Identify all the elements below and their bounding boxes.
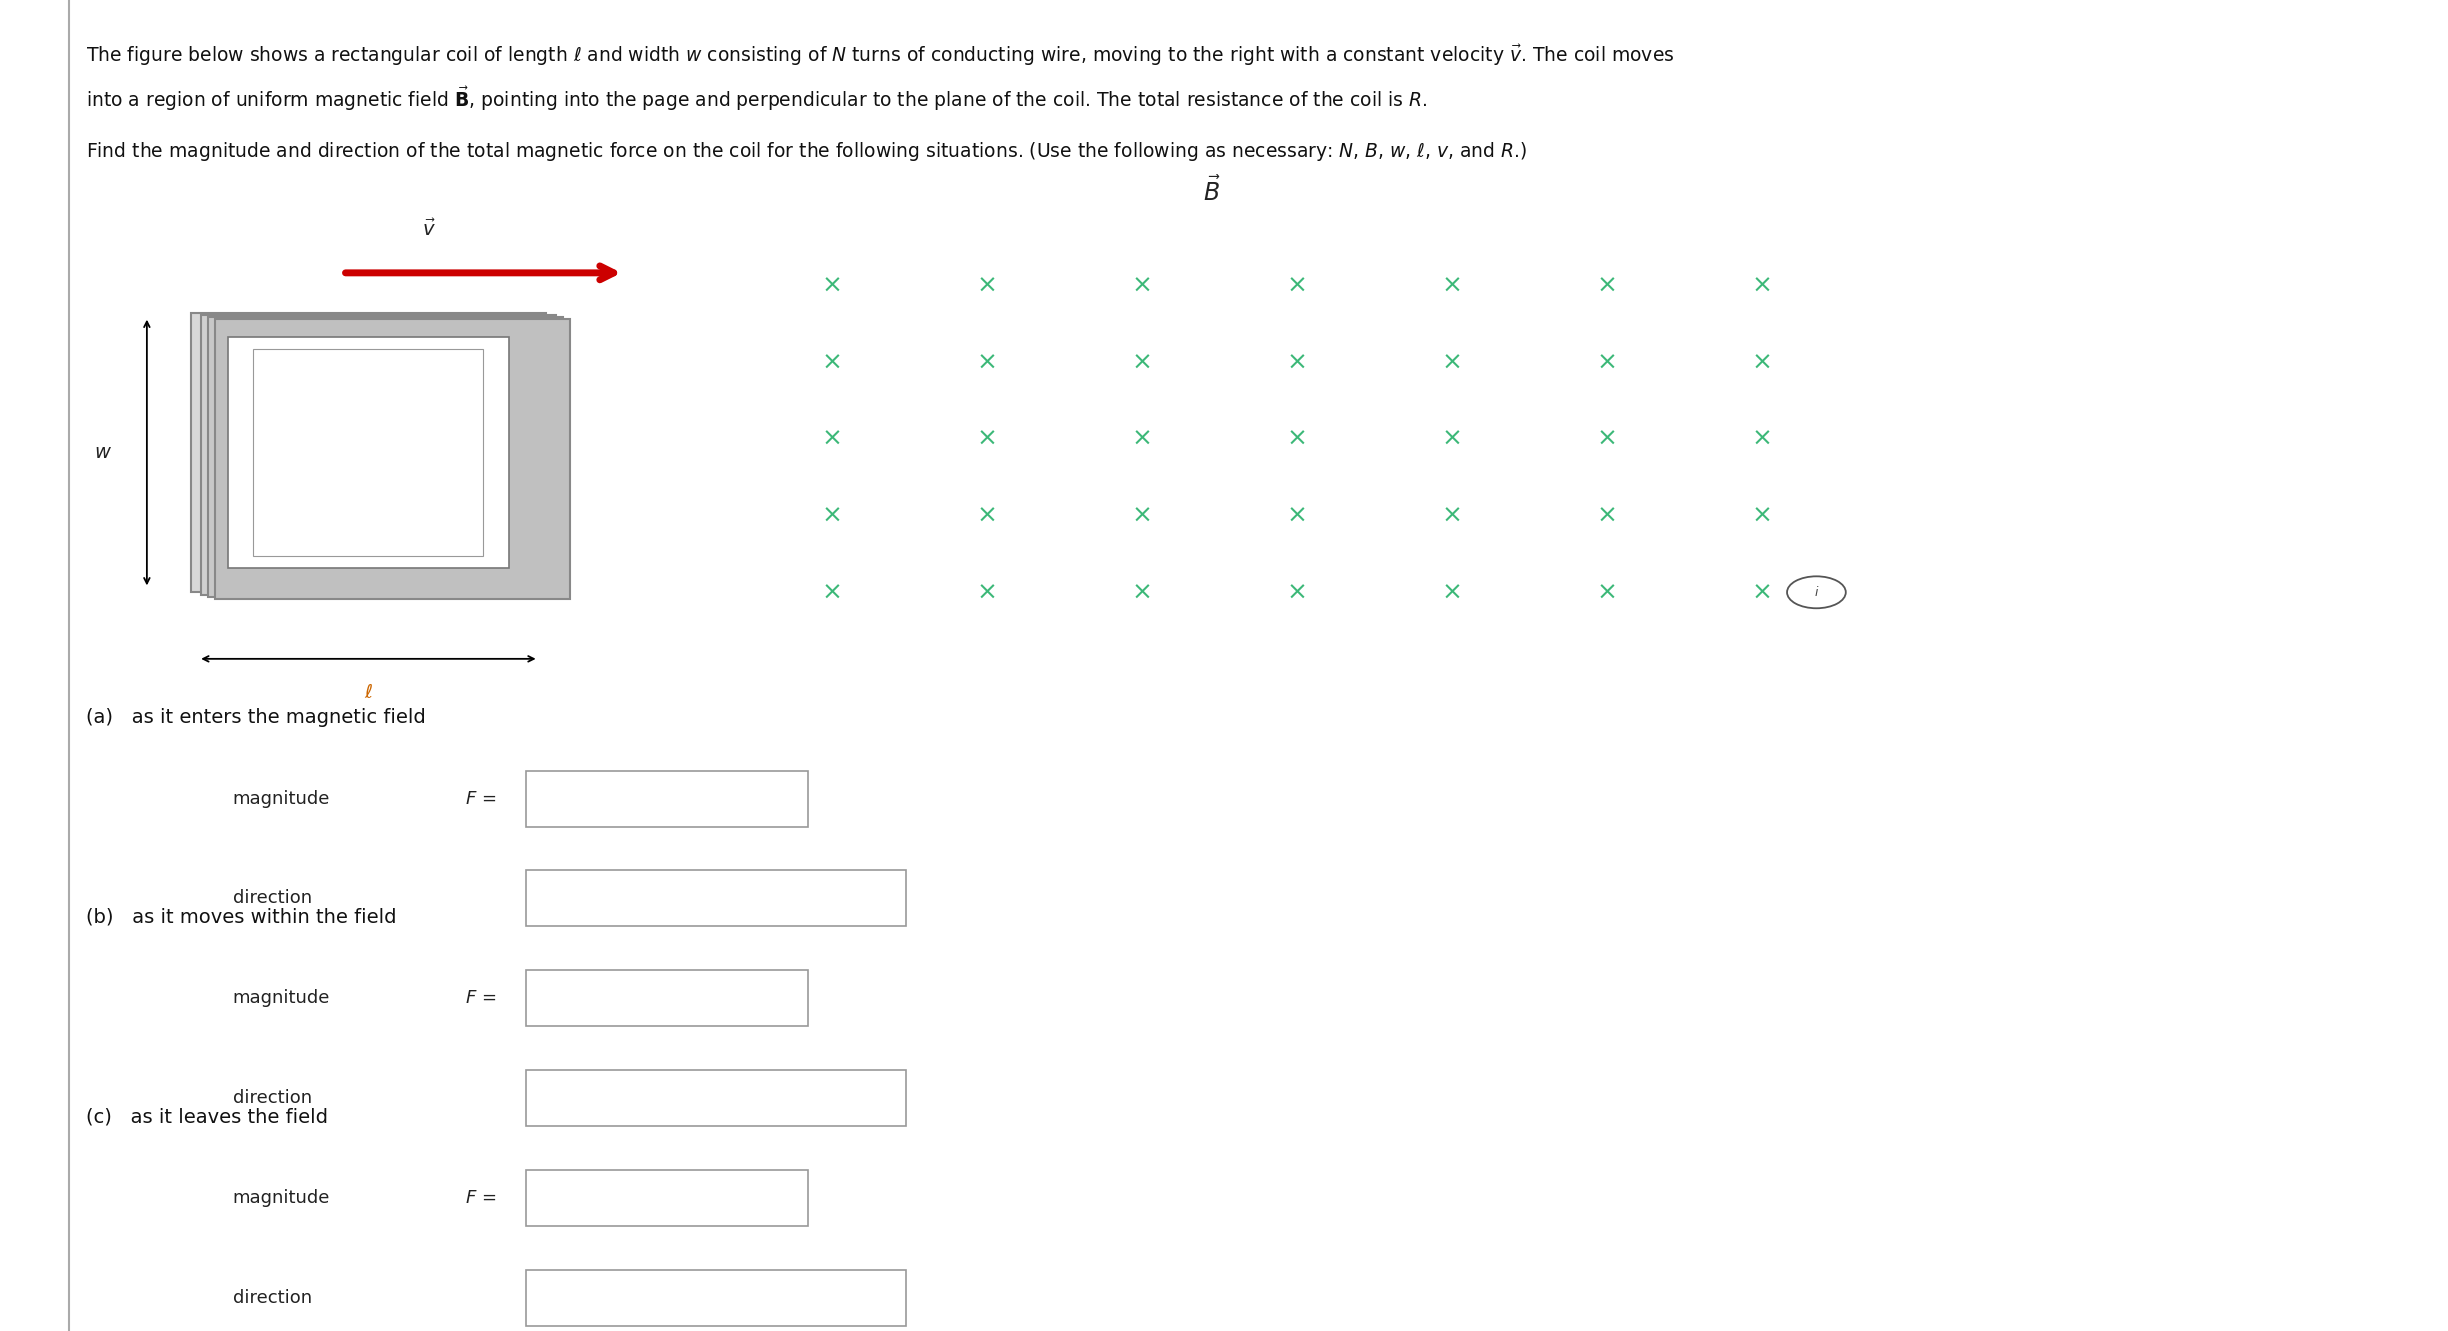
Text: ×: × bbox=[1288, 503, 1307, 528]
Text: ×: × bbox=[823, 274, 842, 298]
Text: The figure below shows a rectangular coil of length $\ell$ and width $w$ consist: The figure below shows a rectangular coi… bbox=[86, 43, 1674, 68]
Bar bbox=[228, 337, 509, 568]
Text: $\vec{B}$: $\vec{B}$ bbox=[1202, 177, 1222, 206]
Bar bbox=[215, 319, 570, 599]
FancyBboxPatch shape bbox=[526, 870, 906, 926]
Text: $w$: $w$ bbox=[93, 443, 113, 462]
Text: direction: direction bbox=[233, 1288, 311, 1307]
Text: $\vec{v}$: $\vec{v}$ bbox=[421, 218, 436, 240]
Text: Find the magnitude and direction of the total magnetic force on the coil for the: Find the magnitude and direction of the … bbox=[86, 140, 1528, 162]
Bar bbox=[255, 349, 485, 556]
Text: ×: × bbox=[1288, 274, 1307, 298]
Text: ×: × bbox=[977, 350, 999, 375]
Text: ×: × bbox=[1131, 503, 1153, 528]
Text: ---Select---: ---Select--- bbox=[541, 890, 624, 906]
Text: $\ell$: $\ell$ bbox=[365, 683, 372, 701]
Text: ∨: ∨ bbox=[876, 1291, 886, 1304]
Text: ×: × bbox=[1442, 427, 1464, 451]
Text: ∨: ∨ bbox=[876, 892, 886, 905]
Text: i: i bbox=[1814, 586, 1819, 599]
Text: ×: × bbox=[823, 580, 842, 604]
Text: ×: × bbox=[1596, 274, 1618, 298]
Text: magnitude: magnitude bbox=[233, 789, 330, 808]
Text: ×: × bbox=[1442, 580, 1464, 604]
Text: ×: × bbox=[1131, 350, 1153, 375]
Text: ∨: ∨ bbox=[876, 1091, 886, 1105]
FancyBboxPatch shape bbox=[526, 970, 808, 1026]
Bar bbox=[191, 313, 546, 592]
FancyBboxPatch shape bbox=[526, 1170, 808, 1226]
Text: ×: × bbox=[1753, 274, 1772, 298]
Text: ×: × bbox=[1131, 427, 1153, 451]
Text: ×: × bbox=[1753, 503, 1772, 528]
Text: ×: × bbox=[1596, 350, 1618, 375]
Text: magnitude: magnitude bbox=[233, 989, 330, 1008]
Text: $F\,=$: $F\,=$ bbox=[465, 789, 497, 808]
Text: direction: direction bbox=[233, 1089, 311, 1107]
FancyBboxPatch shape bbox=[526, 771, 808, 827]
Text: ×: × bbox=[1288, 580, 1307, 604]
Text: ×: × bbox=[1596, 580, 1618, 604]
Text: (b)   as it moves within the field: (b) as it moves within the field bbox=[86, 908, 397, 926]
Text: ×: × bbox=[1288, 427, 1307, 451]
Text: into a region of uniform magnetic field $\vec{\mathbf{B}}$, pointing into the pa: into a region of uniform magnetic field … bbox=[86, 85, 1427, 113]
Text: ---Select---: ---Select--- bbox=[541, 1090, 624, 1106]
Text: ×: × bbox=[1131, 274, 1153, 298]
Text: (a)   as it enters the magnetic field: (a) as it enters the magnetic field bbox=[86, 708, 426, 727]
Text: $F\,=$: $F\,=$ bbox=[465, 1189, 497, 1207]
Text: $F\,=$: $F\,=$ bbox=[465, 989, 497, 1008]
Text: ×: × bbox=[823, 427, 842, 451]
Text: (c)   as it leaves the field: (c) as it leaves the field bbox=[86, 1107, 328, 1126]
Text: ×: × bbox=[1288, 350, 1307, 375]
Text: direction: direction bbox=[233, 889, 311, 908]
Text: ×: × bbox=[1442, 274, 1464, 298]
Text: ×: × bbox=[823, 350, 842, 375]
Text: ×: × bbox=[977, 580, 999, 604]
FancyBboxPatch shape bbox=[526, 1270, 906, 1326]
Text: ×: × bbox=[977, 274, 999, 298]
Text: ×: × bbox=[1596, 427, 1618, 451]
Bar bbox=[201, 315, 556, 595]
Bar bbox=[208, 317, 563, 596]
Text: ×: × bbox=[1131, 580, 1153, 604]
Text: ×: × bbox=[1442, 350, 1464, 375]
FancyBboxPatch shape bbox=[526, 1070, 906, 1126]
Text: ×: × bbox=[1596, 503, 1618, 528]
Text: ×: × bbox=[1753, 350, 1772, 375]
Text: ×: × bbox=[1442, 503, 1464, 528]
Text: ×: × bbox=[977, 427, 999, 451]
Text: ×: × bbox=[823, 503, 842, 528]
Text: magnitude: magnitude bbox=[233, 1189, 330, 1207]
Text: ---Select---: ---Select--- bbox=[541, 1290, 624, 1306]
Text: ×: × bbox=[1753, 580, 1772, 604]
Text: ×: × bbox=[977, 503, 999, 528]
Text: ×: × bbox=[1753, 427, 1772, 451]
